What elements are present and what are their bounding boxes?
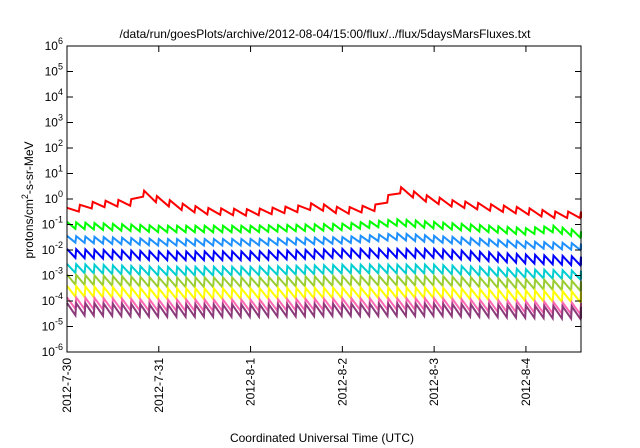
y-tick-label: 10-6	[42, 342, 63, 359]
y-tick-label: 106	[45, 36, 63, 53]
y-tick-label: 10-3	[42, 266, 63, 283]
x-tick-label: 2012-7-31	[152, 358, 166, 413]
x-tick-label: 2012-8-2	[335, 358, 349, 406]
series-line-6	[66, 283, 582, 305]
y-tick-label: 10-1	[42, 215, 63, 232]
series-line-0	[66, 185, 582, 220]
y-axis-title: protons/cm2-s-sr-MeV	[20, 141, 36, 258]
y-tick-label: 100	[45, 189, 63, 206]
x-tick-label: 2012-8-1	[244, 358, 258, 406]
series-line-3	[66, 246, 582, 268]
x-tick-label: 2012-8-3	[427, 358, 441, 406]
y-tick-label: 10-5	[42, 317, 63, 334]
y-tick-label: 10-4	[42, 291, 63, 308]
y-tick-label: 101	[45, 164, 63, 181]
y-axis: 10-6 10-5 10-4 10-3 10-2 10-1 100 101 102 103 104 1…	[42, 36, 581, 359]
series-line-4	[66, 261, 582, 282]
series-line-2	[66, 231, 582, 252]
y-axis-title-sup: 2	[20, 194, 30, 199]
series-line-5	[66, 272, 582, 294]
series-line-7	[66, 294, 582, 318]
x-tick-label: 2012-7-30	[60, 358, 74, 413]
chart-title: /data/run/goesPlots/archive/2012-08-04/1…	[120, 27, 532, 41]
x-tick-label: 2012-8-4	[519, 358, 533, 406]
x-axis: 2012-7-30 2012-7-31 2012-8-1 2012-8-2 2012-8…	[60, 46, 533, 413]
y-axis-title-main: protons/cm	[22, 199, 36, 258]
y-tick-label: 103	[45, 113, 63, 130]
y-tick-label: 102	[45, 138, 63, 155]
y-tick-label: 10-2	[42, 240, 63, 257]
y-tick-label: 105	[45, 62, 63, 79]
x-axis-title: Coordinated Universal Time (UTC)	[230, 431, 414, 445]
y-tick-label: 104	[45, 87, 63, 104]
series-line-1	[66, 217, 582, 240]
series-layer	[66, 185, 582, 322]
y-axis-title-rest: -s-sr-MeV	[22, 141, 36, 194]
series-line-8	[66, 300, 582, 322]
